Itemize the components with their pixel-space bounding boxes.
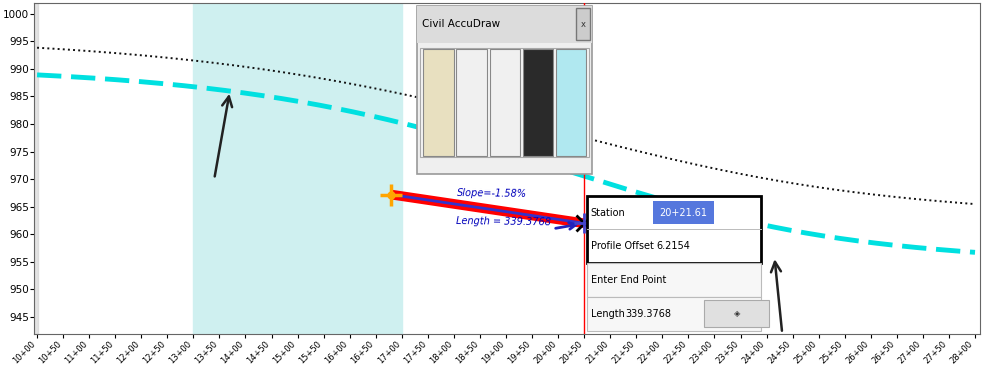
Text: Enter End Point: Enter End Point: [591, 275, 666, 285]
Bar: [34, 3, 38, 333]
Text: 20+21.61: 20+21.61: [660, 208, 708, 217]
Text: Station: Station: [591, 208, 625, 217]
Text: ◈: ◈: [733, 309, 740, 318]
Text: 339.3768: 339.3768: [625, 309, 671, 319]
Bar: [194, 3, 402, 333]
Text: Length = 339.3768: Length = 339.3768: [456, 216, 551, 227]
Text: Profile Offset: Profile Offset: [591, 241, 654, 251]
Text: 6.2154: 6.2154: [657, 241, 690, 251]
Text: Slope=-1.58%: Slope=-1.58%: [456, 188, 527, 199]
Text: x: x: [581, 20, 586, 29]
Text: Length: Length: [591, 309, 624, 319]
Text: Civil AccuDraw: Civil AccuDraw: [423, 19, 500, 29]
